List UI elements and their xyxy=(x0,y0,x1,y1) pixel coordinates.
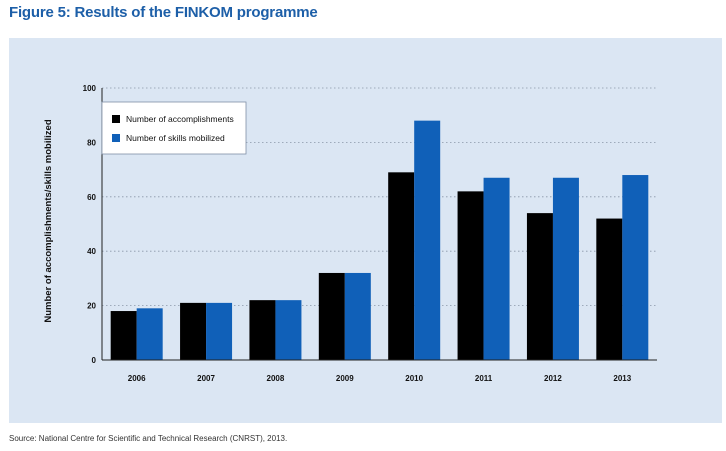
y-tick-80: 80 xyxy=(87,138,96,147)
bar-accomplishments-2011 xyxy=(457,191,484,360)
bar-skills-2007 xyxy=(206,302,233,360)
x-tick-2008: 2008 xyxy=(267,374,285,383)
x-tick-2009: 2009 xyxy=(336,374,354,383)
bar-accomplishments-2010 xyxy=(388,172,415,360)
source-note: Source: National Centre for Scientific a… xyxy=(9,434,288,443)
chart-panel: 0 20 40 60 80 100 2006 2007 2008 2009 2010 2011 201… xyxy=(9,38,722,423)
x-tick-labels: 2006 2007 2008 2009 2010 2011 2012 2013 xyxy=(128,374,632,383)
legend-label-accomplishments: Number of accomplishments xyxy=(126,114,234,124)
bar-chart: 0 20 40 60 80 100 2006 2007 2008 2009 2010 2011 201… xyxy=(43,84,657,383)
bar-skills-2009 xyxy=(344,272,371,360)
y-tick-40: 40 xyxy=(87,247,96,256)
bar-skills-2006 xyxy=(136,308,163,360)
y-tick-60: 60 xyxy=(87,193,96,202)
y-tick-100: 100 xyxy=(83,84,97,93)
bar-skills-2010 xyxy=(414,120,441,360)
bar-skills-2011 xyxy=(483,177,510,360)
bar-accomplishments-2008 xyxy=(249,300,276,360)
x-tick-2007: 2007 xyxy=(197,374,215,383)
bar-accomplishments-2013 xyxy=(596,218,623,360)
bar-accomplishments-2007 xyxy=(180,302,207,360)
bar-accomplishments-2012 xyxy=(526,213,553,360)
legend: Number of accomplishments Number of skil… xyxy=(101,101,247,155)
bar-skills-2013 xyxy=(622,175,649,360)
figure-title: Figure 5: Results of the FINKOM programm… xyxy=(9,4,318,21)
x-tick-2010: 2010 xyxy=(405,374,423,383)
legend-label-skills: Number of skills mobilized xyxy=(126,133,225,143)
y-tick-0: 0 xyxy=(92,356,97,365)
y-axis-label: Number of accomplishments/skills mobiliz… xyxy=(43,119,54,322)
bar-skills-2008 xyxy=(275,300,302,360)
bar-accomplishments-2009 xyxy=(318,272,345,360)
legend-swatch-skills xyxy=(112,134,120,142)
legend-box xyxy=(101,101,247,155)
y-tick-20: 20 xyxy=(87,302,96,311)
x-tick-2006: 2006 xyxy=(128,374,146,383)
x-tick-2013: 2013 xyxy=(613,374,631,383)
x-tick-2012: 2012 xyxy=(544,374,562,383)
bar-skills-2012 xyxy=(552,177,579,360)
y-tick-labels: 0 20 40 60 80 100 xyxy=(83,84,97,365)
bars xyxy=(110,120,649,360)
legend-swatch-accomplishments xyxy=(112,115,120,123)
bar-accomplishments-2006 xyxy=(110,311,137,360)
x-tick-2011: 2011 xyxy=(475,374,493,383)
